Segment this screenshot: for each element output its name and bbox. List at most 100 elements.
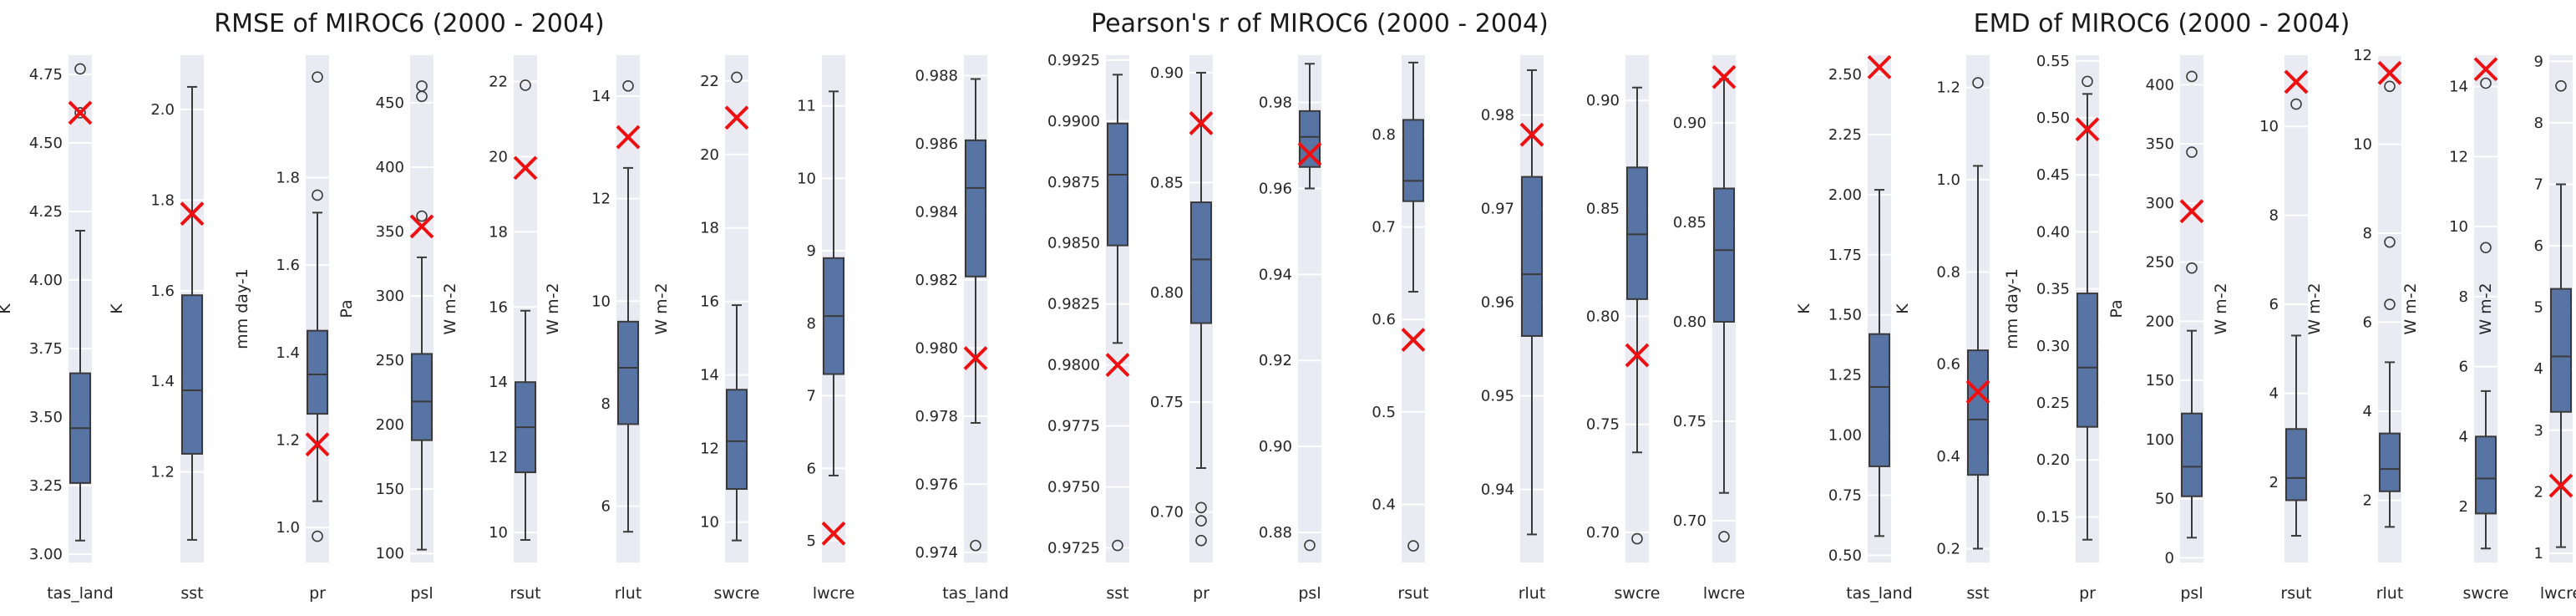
y-tick-label: 6 — [2363, 313, 2372, 331]
model-marker — [2179, 199, 2204, 224]
x-tick-label: tas_land — [47, 584, 114, 603]
y-tick-label: 0.75 — [1586, 416, 1620, 434]
y-tick-label: 0.80 — [1150, 284, 1184, 302]
marker-stroke — [1711, 64, 1737, 89]
panel-tas_land: 0.974 0.976 0.978 0.980 0.982 0.984 0.986 0.988… — [915, 55, 1009, 603]
y-tick-label: 0.9750 — [1047, 479, 1100, 496]
model-marker — [1867, 54, 1892, 79]
figure-1: RMSE of MIROC6 (2000 - 2004) 3.00 3.25 3.50… — [0, 9, 854, 603]
iqr-box — [307, 329, 328, 415]
chart-title: Pearson's r of MIROC6 (2000 - 2004) — [1091, 9, 1549, 38]
y-axis-label: Pa — [2107, 299, 2126, 318]
y-tick-label: 250 — [2146, 254, 2174, 272]
marker-stroke — [2473, 57, 2498, 82]
x-tick-label: rlut — [1519, 584, 1546, 603]
y-tick-label: 0.94 — [1481, 481, 1514, 499]
iqr-box — [2077, 293, 2098, 428]
y-tick-label: 11 — [797, 98, 816, 115]
y-tick-label: 3.75 — [29, 340, 63, 358]
outlier-point — [2384, 80, 2396, 93]
marker-stroke — [963, 346, 988, 370]
iqr-box — [411, 353, 433, 441]
panel-tas_land: 3.00 3.25 3.50 3.75 4.00 4.25 4.50 4.75 tas_land… — [0, 55, 114, 603]
y-tick-label: 16 — [700, 293, 719, 311]
y-tick-label: 0.88 — [1259, 524, 1292, 542]
x-tick-label: psl — [410, 584, 433, 603]
model-marker — [180, 201, 205, 227]
x-tick-label: swcre — [714, 584, 760, 603]
y-tick-label: 0.9825 — [1047, 296, 1100, 313]
y-tick-label: 2.0 — [150, 101, 175, 119]
y-tick-label: 4.00 — [29, 272, 63, 289]
y-tick-label: 300 — [2146, 195, 2174, 212]
y-tick-label: 2 — [2363, 491, 2372, 509]
outlier-point — [2555, 79, 2567, 92]
x-tick-label: lwcre — [1703, 584, 1745, 603]
outlier-point — [520, 79, 531, 91]
panel-lwcre: 1 2 3 4 5 6 7 8 9 lwcre W m-2 — [2477, 53, 2576, 603]
y-tick-label: 0.40 — [2036, 223, 2070, 241]
x-tick-label: rlut — [615, 584, 642, 603]
y-tick-label: 3 — [2534, 422, 2543, 440]
x-tick-label: swcre — [1615, 584, 1661, 603]
marker-stroke — [1401, 328, 1426, 352]
y-tick-label: 0.974 — [915, 544, 958, 562]
panel-rsut: 0.4 0.5 0.6 0.7 0.8 rsut — [1372, 55, 1429, 603]
chart-title: EMD of MIROC6 (2000 - 2004) — [1974, 9, 2350, 38]
panel-rlut: 2 4 6 8 10 12 rlut W m-2 — [2305, 47, 2403, 603]
y-tick-label: 5 — [807, 532, 816, 550]
y-tick-label: 2.50 — [1828, 66, 1862, 84]
y-tick-label: 0.986 — [915, 135, 958, 153]
panel-psl: 0 50 100 150 200 250 300 350 400 psl Pa — [2107, 55, 2204, 603]
model-marker — [616, 125, 641, 150]
y-axis-label: K — [108, 303, 126, 314]
y-axis-label: K — [0, 303, 14, 314]
y-tick-label: 10 — [2449, 218, 2468, 236]
y-tick-label: 5 — [2534, 299, 2543, 317]
y-tick-label: 12 — [489, 449, 508, 466]
y-tick-label: 0.8 — [1936, 263, 1960, 281]
y-tick-label: 8 — [807, 315, 816, 333]
x-tick-label: swcre — [2463, 584, 2509, 603]
y-axis-label: K — [1795, 303, 1813, 314]
y-tick-label: 8 — [2363, 225, 2372, 242]
iqr-box — [1967, 349, 1989, 476]
outlier-point — [312, 189, 323, 201]
y-tick-label: 1.4 — [150, 373, 175, 390]
y-tick-label: 0.8 — [1372, 126, 1396, 144]
y-tick-label: 10 — [2353, 135, 2372, 153]
y-tick-label: 0.92 — [1259, 352, 1292, 369]
y-tick-label: 2 — [2459, 498, 2468, 516]
y-tick-label: 150 — [376, 481, 404, 498]
iqr-box — [617, 320, 639, 425]
model-marker — [1105, 353, 1130, 378]
model-marker — [1189, 111, 1214, 135]
marker-stroke — [2179, 199, 2204, 224]
model-marker — [963, 346, 988, 370]
y-tick-label: 0.96 — [1259, 180, 1292, 197]
y-tick-label: 0.50 — [1828, 547, 1862, 564]
y-tick-label: 0.9800 — [1047, 357, 1100, 374]
y-tick-label: 1.2 — [1936, 79, 1960, 97]
y-axis-label: mm day-1 — [2003, 268, 2021, 349]
panel-pr: 0.15 0.20 0.25 0.30 0.35 0.40 0.45 0.50 0.55 pr mm… — [2003, 53, 2100, 603]
model-marker — [1711, 64, 1737, 89]
x-tick-label: tas_land — [1846, 584, 1913, 603]
panel-sst: 0.9725 0.9750 0.9775 0.9800 0.9825 0.9850 0.98… — [1047, 52, 1130, 603]
y-tick-label: 0.80 — [1586, 308, 1620, 326]
outlier-point — [1112, 539, 1123, 552]
outlier-point — [970, 539, 981, 552]
y-tick-label: 1.50 — [1828, 307, 1862, 324]
outlier-point — [2384, 236, 2396, 248]
model-marker — [2473, 57, 2498, 82]
y-tick-label: 10 — [797, 170, 816, 187]
y-tick-label: 1.6 — [276, 257, 300, 274]
y-tick-label: 4 — [2269, 385, 2279, 403]
marker-stroke — [1965, 379, 1990, 405]
model-marker — [2548, 473, 2573, 498]
y-tick-label: 8 — [601, 395, 611, 413]
model-marker — [1519, 122, 1544, 147]
outlier-point — [1718, 531, 1730, 542]
y-tick-label: 0.98 — [1259, 94, 1292, 112]
outlier-point — [2186, 70, 2198, 83]
